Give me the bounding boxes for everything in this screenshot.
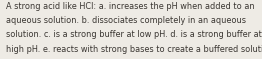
Text: solution. c. is a strong buffer at low pH. d. is a strong buffer at: solution. c. is a strong buffer at low p… (6, 30, 262, 39)
Text: high pH. e. reacts with strong bases to create a buffered solution.: high pH. e. reacts with strong bases to … (6, 45, 262, 54)
Text: aqueous solution. b. dissociates completely in an aqueous: aqueous solution. b. dissociates complet… (6, 16, 246, 25)
Text: A strong acid like HCl: a. increases the pH when added to an: A strong acid like HCl: a. increases the… (6, 2, 254, 11)
